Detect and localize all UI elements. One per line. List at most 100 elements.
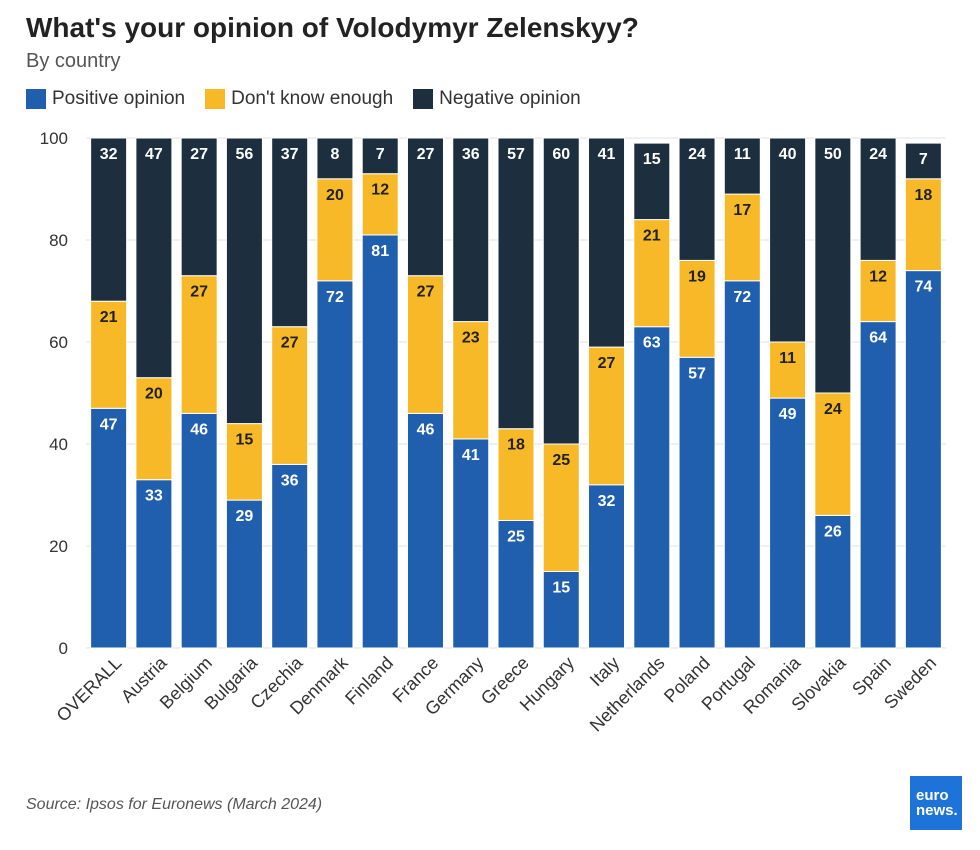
data-label: 26 — [824, 523, 842, 540]
bar-segment — [406, 137, 444, 277]
data-label: 50 — [824, 146, 842, 163]
legend-swatch-dont-know — [205, 89, 226, 109]
data-label: 27 — [417, 284, 435, 301]
legend-item-positive: Positive opinion — [26, 88, 185, 110]
y-tick-label: 0 — [59, 639, 68, 658]
bar-segment — [723, 137, 761, 195]
legend-label-dont-know: Don't know enough — [231, 88, 394, 109]
data-label: 63 — [643, 335, 661, 352]
bar-segment — [361, 137, 399, 175]
data-label: 25 — [552, 452, 570, 469]
data-label: 56 — [236, 146, 254, 163]
data-label: 47 — [145, 146, 163, 163]
bar-segment — [904, 142, 942, 180]
data-label: 37 — [281, 146, 299, 163]
bar-segment — [904, 178, 942, 272]
data-label: 15 — [236, 432, 254, 449]
bar-segment — [633, 142, 671, 221]
data-label: 36 — [281, 472, 299, 489]
bar-segment — [859, 259, 897, 323]
bar-segment — [769, 137, 807, 343]
chart-subtitle: By country — [26, 50, 121, 72]
data-label: 25 — [507, 529, 525, 546]
data-label: 41 — [598, 146, 616, 163]
bar-segment — [542, 137, 580, 445]
data-label: 7 — [376, 146, 385, 163]
y-tick-label: 100 — [40, 129, 68, 148]
bar-segment — [271, 463, 309, 649]
legend-swatch-negative — [413, 89, 434, 109]
bar-segment — [904, 270, 942, 649]
euronews-logo: euro news. — [910, 776, 962, 830]
stacked-bar-chart: 020406080100472132OVERALL332047Austria46… — [40, 129, 946, 735]
data-label: 47 — [100, 416, 118, 433]
data-label: 23 — [462, 330, 480, 347]
bar-segment — [859, 321, 897, 649]
bar-segment — [723, 193, 761, 282]
bar-segment — [361, 234, 399, 649]
bar-segment — [542, 571, 580, 649]
x-tick-label: OVERALL — [53, 653, 126, 726]
data-label: 12 — [371, 182, 389, 199]
bar-segment — [769, 397, 807, 649]
data-label: 36 — [462, 146, 480, 163]
data-label: 64 — [869, 330, 887, 347]
data-label: 29 — [236, 508, 254, 525]
logo-text-line1: euro — [916, 787, 949, 804]
data-label: 21 — [643, 228, 661, 245]
x-tick-label: Finland — [341, 653, 397, 709]
legend-label-positive: Positive opinion — [52, 88, 186, 109]
data-label: 24 — [869, 146, 887, 163]
data-label: 19 — [688, 268, 706, 285]
bar-segment — [452, 137, 490, 323]
bar-segment — [135, 377, 173, 481]
data-label: 57 — [688, 365, 706, 382]
bar-segment — [316, 137, 354, 180]
data-label: 57 — [507, 146, 525, 163]
data-label: 18 — [507, 437, 525, 454]
bar-segment — [633, 326, 671, 649]
data-label: 40 — [779, 146, 797, 163]
bar-segment — [814, 137, 852, 394]
bar-segment — [135, 137, 173, 379]
bar-segment — [723, 280, 761, 649]
data-label: 17 — [733, 202, 751, 219]
data-label: 8 — [330, 146, 339, 163]
data-label: 81 — [371, 243, 389, 260]
bar-segment — [497, 428, 535, 522]
data-label: 24 — [824, 401, 842, 418]
data-label: 15 — [643, 151, 661, 168]
data-label: 11 — [779, 350, 796, 367]
data-label: 21 — [100, 309, 118, 326]
data-label: 72 — [326, 289, 344, 306]
data-label: 20 — [326, 187, 344, 204]
data-label: 18 — [914, 187, 932, 204]
bar-segment — [90, 137, 128, 302]
data-label: 60 — [552, 146, 570, 163]
bar-segment — [588, 137, 626, 348]
legend-label-negative: Negative opinion — [439, 88, 581, 109]
bar-segment — [588, 346, 626, 486]
bar-segment — [361, 173, 399, 236]
data-label: 15 — [552, 580, 570, 597]
bar-segment — [406, 275, 444, 414]
data-label: 32 — [598, 493, 616, 510]
data-label: 41 — [462, 447, 480, 464]
bar-segment — [678, 259, 716, 358]
legend-swatch-positive — [26, 89, 46, 109]
data-label: 27 — [190, 284, 208, 301]
data-label: 12 — [869, 268, 887, 285]
data-label: 27 — [281, 335, 299, 352]
bar-segment — [497, 137, 535, 430]
logo-text-line2: news. — [916, 802, 958, 819]
data-label: 27 — [190, 146, 208, 163]
data-label: 11 — [734, 146, 751, 163]
bar-segment — [316, 280, 354, 649]
data-label: 27 — [598, 355, 616, 372]
legend-item-dont-know: Don't know enough — [205, 88, 393, 110]
y-tick-label: 20 — [49, 537, 68, 556]
bar-segment — [678, 137, 716, 261]
data-label: 27 — [417, 146, 435, 163]
bar-segment — [180, 137, 218, 277]
bar-segment — [814, 392, 852, 516]
